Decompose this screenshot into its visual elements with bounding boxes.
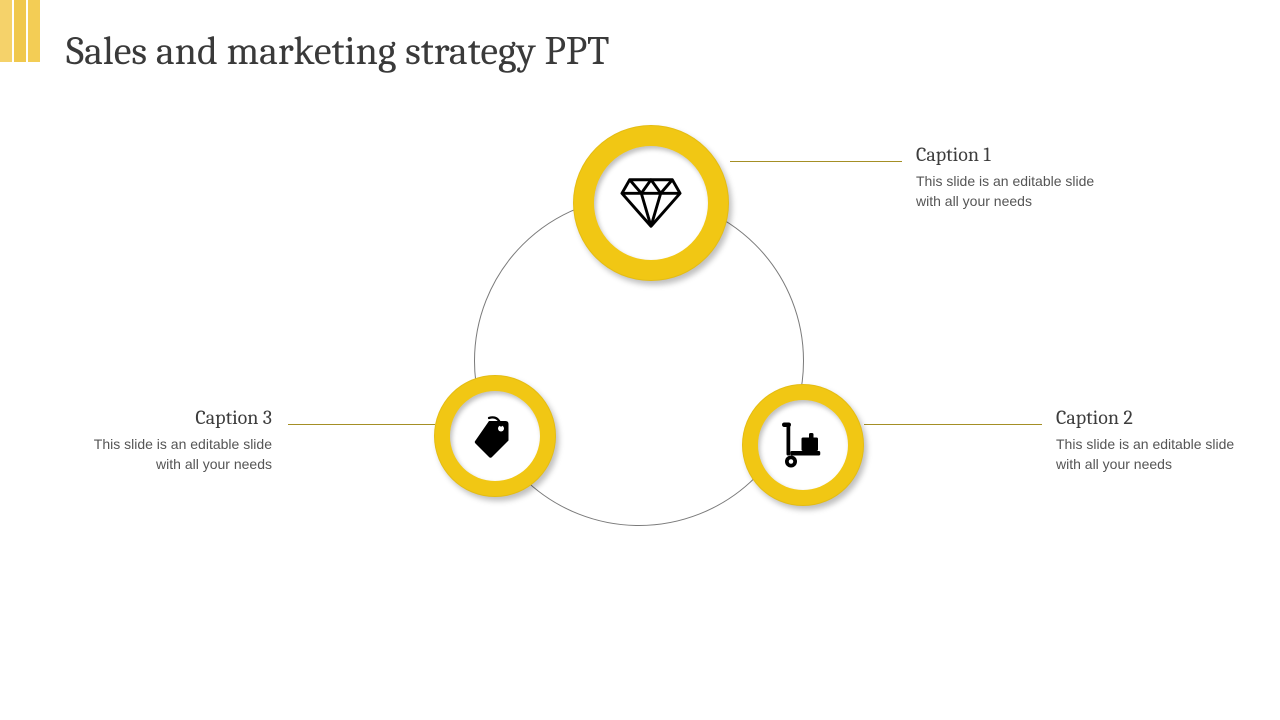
caption-3: Caption 3 This slide is an editable slid…	[92, 406, 272, 474]
connector-3	[288, 424, 435, 425]
node-top	[573, 125, 729, 281]
tag-icon	[471, 412, 519, 460]
dolly-icon	[779, 421, 827, 469]
connector-2	[864, 424, 1042, 425]
caption-2: Caption 2 This slide is an editable slid…	[1056, 406, 1236, 474]
caption-2-body: This slide is an editable slide with all…	[1056, 435, 1236, 474]
caption-1-body: This slide is an editable slide with all…	[916, 172, 1096, 211]
corner-accent	[0, 0, 40, 62]
caption-3-body: This slide is an editable slide with all…	[92, 435, 272, 474]
caption-1-title: Caption 1	[916, 143, 1096, 166]
connector-1	[730, 161, 902, 162]
caption-2-title: Caption 2	[1056, 406, 1236, 429]
node-right	[742, 384, 864, 506]
diamond-icon	[620, 177, 682, 229]
caption-3-title: Caption 3	[92, 406, 272, 429]
node-left	[434, 375, 556, 497]
slide: Sales and marketing strategy PPT	[0, 0, 1280, 720]
page-title: Sales and marketing strategy PPT	[66, 28, 609, 74]
caption-1: Caption 1 This slide is an editable slid…	[916, 143, 1096, 211]
